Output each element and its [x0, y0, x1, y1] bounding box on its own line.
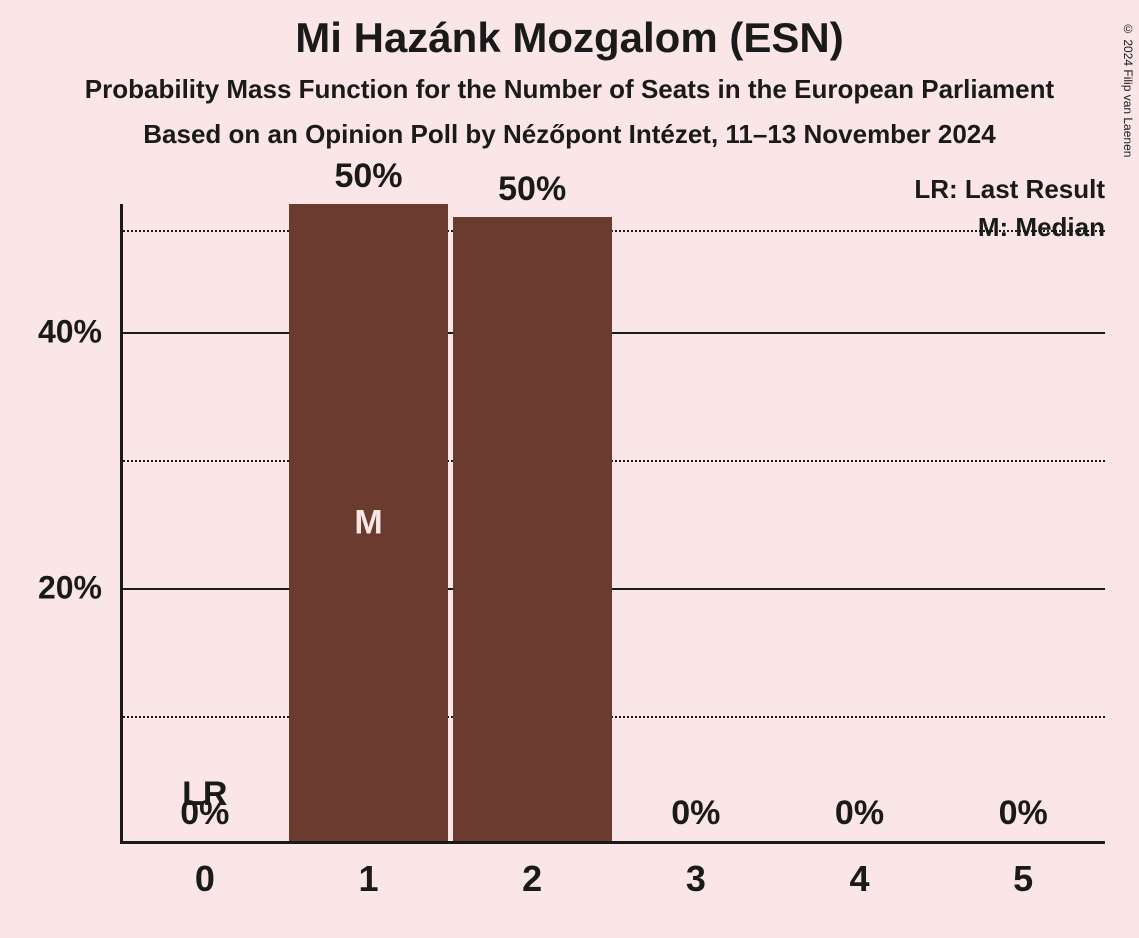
- grid-line-minor: [123, 460, 1105, 462]
- chart-subtitle-2: Based on an Opinion Poll by Nézőpont Int…: [0, 119, 1139, 150]
- y-axis: [120, 204, 123, 844]
- bar-value-label: 0%: [835, 794, 884, 833]
- x-tick-label: 4: [849, 858, 869, 900]
- bar-value-label: 0%: [999, 794, 1048, 833]
- x-tick-label: 0: [195, 858, 215, 900]
- x-axis: [120, 841, 1105, 844]
- copyright-text: © 2024 Filip van Laenen: [1121, 22, 1135, 157]
- x-tick-label: 1: [358, 858, 378, 900]
- legend-median: M: Median: [978, 212, 1105, 243]
- x-tick-label: 3: [686, 858, 706, 900]
- last-result-marker: LR: [182, 775, 227, 814]
- grid-line-minor: [123, 230, 1105, 232]
- y-tick-label: 20%: [38, 570, 102, 607]
- x-tick-label: 5: [1013, 858, 1033, 900]
- y-tick-label: 40%: [38, 314, 102, 351]
- median-marker: M: [354, 503, 382, 542]
- bar-value-label: 50%: [498, 170, 566, 209]
- bar-value-label: 0%: [671, 794, 720, 833]
- bar: [453, 217, 612, 841]
- chart-subtitle-1: Probability Mass Function for the Number…: [0, 74, 1139, 105]
- legend-last-result: LR: Last Result: [914, 174, 1105, 205]
- grid-line-minor: [123, 716, 1105, 718]
- x-tick-label: 2: [522, 858, 542, 900]
- chart-title: Mi Hazánk Mozgalom (ESN): [0, 14, 1139, 62]
- grid-line-major: [123, 588, 1105, 590]
- bar-value-label: 50%: [334, 157, 402, 196]
- chart-plot-area: 20%40%0%0LR50%1M50%20%30%40%5LR: Last Re…: [120, 204, 1105, 844]
- grid-line-major: [123, 332, 1105, 334]
